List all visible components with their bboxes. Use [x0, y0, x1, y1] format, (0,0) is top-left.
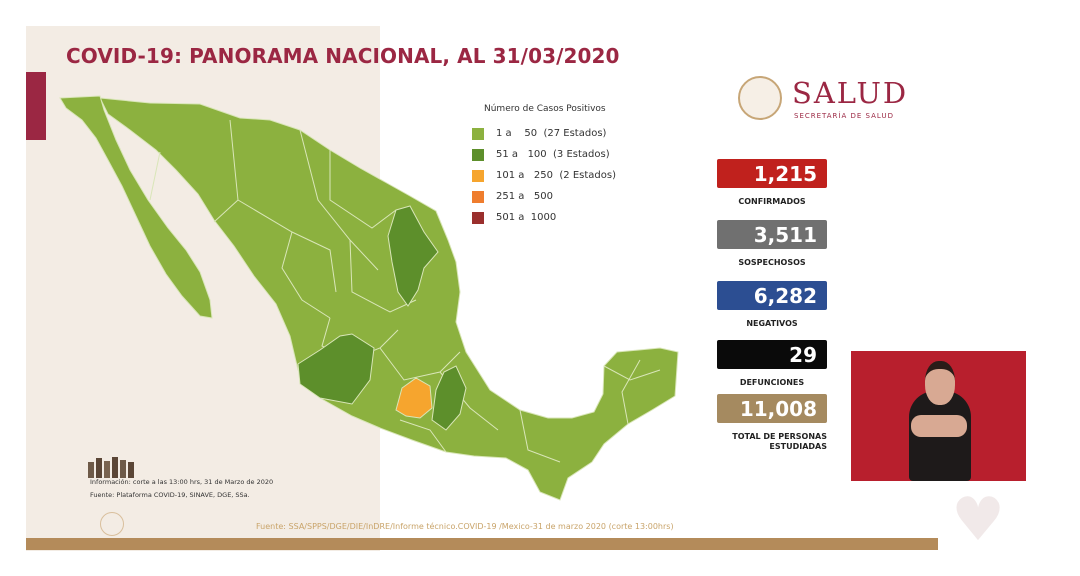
accent-bar	[26, 72, 46, 140]
legend: Número de Casos Positivos 1 a 50 (27 Est…	[472, 104, 672, 228]
stat-value: 6,282	[717, 281, 827, 310]
state-border	[395, 377, 433, 419]
stat-label: TOTAL DE PERSONAS ESTUDIADAS	[732, 432, 827, 451]
state-border	[621, 359, 641, 425]
legend-swatch	[472, 148, 484, 161]
bottom-bar	[26, 538, 938, 550]
stat-value: 29	[717, 340, 827, 369]
logo-sub-text: SECRETARÍA DE SALUD	[794, 112, 894, 120]
state-border	[399, 419, 447, 453]
stat-defunciones: 29 DEFUNCIONES	[717, 340, 827, 388]
source-text: Fuente: SSA/SPPS/DGE/DIE/InDRE/Informe t…	[256, 522, 674, 531]
legend-swatch	[472, 169, 484, 182]
stat-value: 11,008	[717, 394, 827, 423]
legend-item: 1 a 50 (27 Estados)	[472, 123, 672, 144]
state-border	[213, 199, 239, 223]
legend-swatch	[472, 190, 484, 203]
platform-note: Fuente: Plataforma COVID-19, SINAVE, DGE…	[90, 491, 250, 499]
stat-label: SOSPECHOSOS	[738, 258, 806, 267]
legend-label: 101 a 250 (2 Estados)	[496, 170, 616, 181]
state-border	[281, 231, 331, 319]
state-border	[299, 129, 379, 271]
interpreter-hands	[911, 415, 967, 437]
stat-label: NEGATIVOS	[746, 319, 798, 328]
sign-language-interpreter	[851, 351, 1026, 481]
state-border	[297, 333, 375, 405]
stat-total: 11,008 TOTAL DE PERSONAS ESTUDIADAS	[717, 394, 827, 452]
state-border	[379, 347, 461, 381]
stat-label: CONFIRMADOS	[738, 197, 806, 206]
legend-label: 251 a 500	[496, 191, 554, 202]
heart-watermark-icon: ♥	[951, 485, 1005, 555]
state-border	[603, 365, 661, 381]
salud-logo: SALUD SECRETARÍA DE SALUD	[738, 76, 928, 124]
mainland-region	[99, 97, 679, 501]
stat-value: 3,511	[717, 220, 827, 249]
stat-sospechosos: 3,511 SOSPECHOSOS	[717, 220, 827, 268]
stat-value: 1,215	[717, 159, 827, 188]
legend-items: 1 a 50 (27 Estados) 51 a 100 (3 Estados) 1…	[472, 123, 672, 228]
state-border	[329, 150, 397, 229]
legend-item: 501 a 1000	[472, 207, 672, 228]
state-mexico-cdmx	[396, 378, 432, 418]
legend-label: 1 a 50 (27 Estados)	[496, 128, 607, 139]
interpreter-head	[925, 361, 955, 405]
state-jalisco	[298, 334, 374, 404]
legend-label: 51 a 100 (3 Estados)	[496, 149, 610, 160]
highlight-borders	[297, 205, 467, 431]
stat-label: DEFUNCIONES	[739, 378, 805, 387]
legend-item: 251 a 500	[472, 186, 672, 207]
baja-california	[59, 95, 213, 319]
legend-swatch	[472, 127, 484, 140]
legend-item: 101 a 250 (2 Estados)	[472, 165, 672, 186]
page-title: COVID-19: PANORAMA NACIONAL, AL 31/03/20…	[66, 44, 620, 68]
stat-confirmados: 1,215 CONFIRMADOS	[717, 159, 827, 207]
legend-swatch	[472, 211, 484, 224]
state-border	[431, 365, 467, 431]
state-border	[349, 239, 417, 313]
state-border	[519, 409, 561, 463]
cutoff-note: Información: corte a las 13:00 hrs, 31 d…	[90, 478, 274, 486]
highlighted-states	[298, 206, 466, 430]
coat-of-arms-icon	[738, 76, 782, 120]
state-border	[149, 151, 161, 201]
legend-label: 501 a 1000	[496, 212, 557, 223]
small-emblem-icon	[100, 512, 124, 536]
state-border	[387, 205, 439, 307]
logo-main-text: SALUD	[792, 76, 909, 110]
stat-negativos: 6,282 NEGATIVOS	[717, 281, 827, 329]
state-nuevo-leon	[388, 206, 438, 306]
mexico-states-base	[59, 95, 679, 501]
historical-figures-icon	[88, 457, 134, 478]
legend-item: 51 a 100 (3 Estados)	[472, 144, 672, 165]
state-puebla	[432, 366, 466, 430]
legend-title: Número de Casos Positivos	[484, 104, 606, 114]
